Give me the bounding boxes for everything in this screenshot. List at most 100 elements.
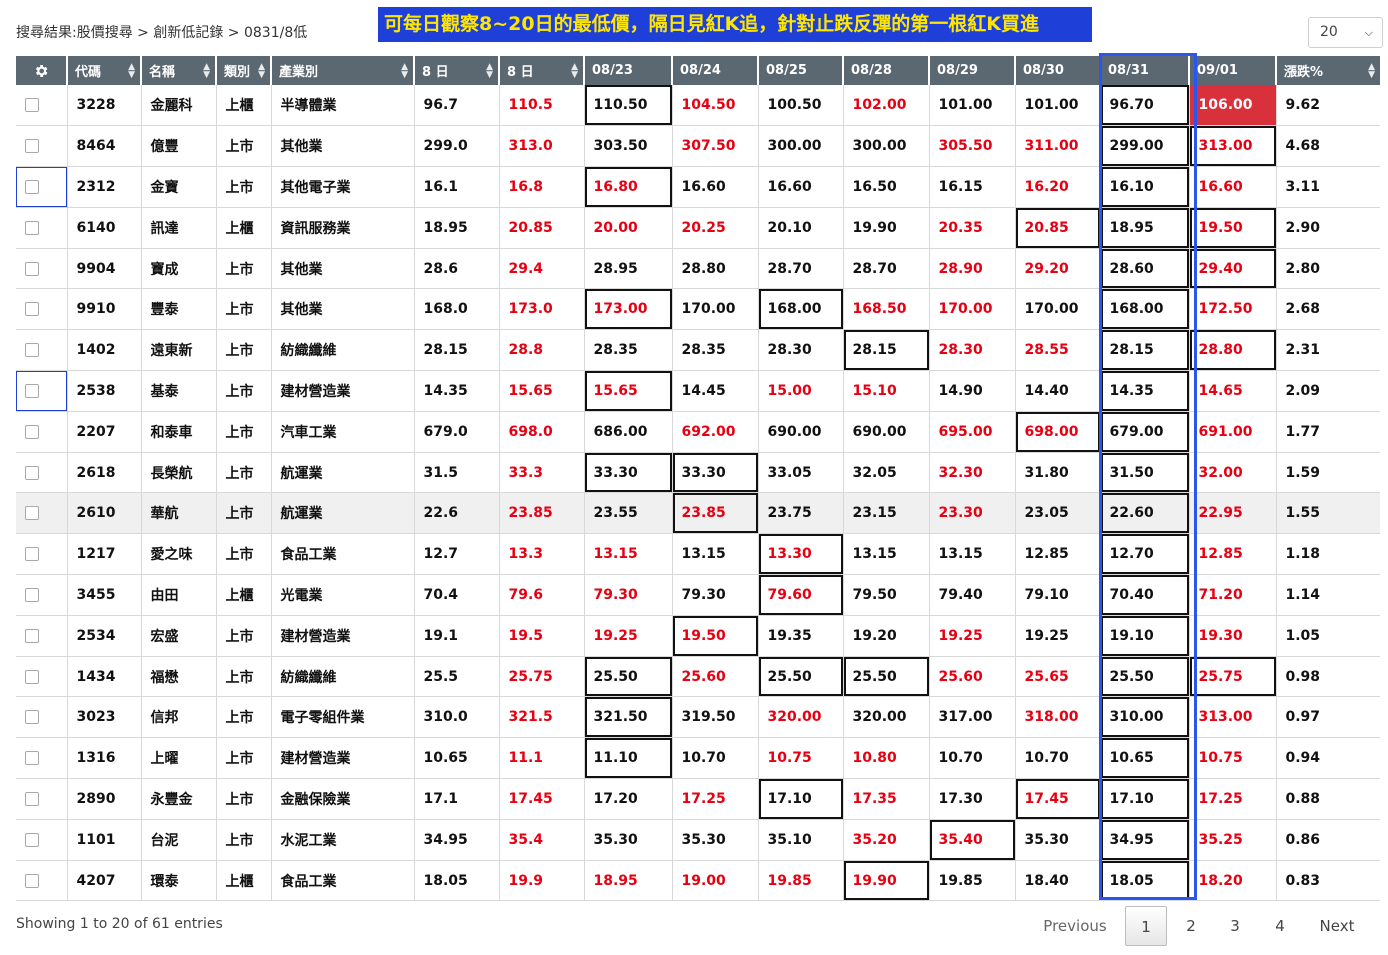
row-checkbox[interactable] — [25, 179, 39, 194]
industry-link[interactable]: 汽車工業 — [271, 411, 415, 453]
stock-code-link[interactable]: 3023 — [67, 696, 142, 739]
settings-header[interactable] — [16, 56, 68, 85]
row-select-cell[interactable] — [16, 329, 68, 372]
stock-code-link[interactable]: 1434 — [67, 656, 142, 698]
col-name[interactable]: 名稱 ▲ ▼ — [141, 56, 217, 85]
industry-link[interactable]: 建材營造業 — [271, 370, 415, 412]
industry-link[interactable]: 金融保險業 — [271, 778, 415, 820]
row-select-cell[interactable] — [16, 860, 68, 902]
col-change-pct[interactable]: 漲跌% ▲ ▼ — [1276, 56, 1380, 85]
row-checkbox[interactable] — [25, 465, 39, 480]
col-0831[interactable]: 08/31 — [1100, 56, 1190, 85]
row-select-cell[interactable] — [16, 615, 68, 657]
stock-code-link[interactable]: 9910 — [67, 288, 142, 331]
stock-code-link[interactable]: 3455 — [67, 574, 142, 616]
row-checkbox[interactable] — [25, 220, 39, 235]
row-checkbox[interactable] — [25, 791, 39, 806]
industry-link[interactable]: 其他業 — [271, 125, 415, 168]
stock-code-link[interactable]: 4207 — [67, 860, 142, 902]
page-size-select[interactable]: 20 ⌵ — [1308, 17, 1383, 48]
stock-code-link[interactable]: 2618 — [67, 452, 142, 494]
row-select-cell[interactable] — [16, 656, 68, 698]
industry-link[interactable]: 航運業 — [271, 492, 415, 535]
row-checkbox[interactable] — [25, 302, 39, 317]
row-checkbox[interactable] — [25, 832, 39, 847]
col-0823[interactable]: 08/23 — [584, 56, 673, 85]
stock-code-link[interactable]: 6140 — [67, 207, 142, 249]
industry-link[interactable]: 光電業 — [271, 574, 415, 616]
col-0901[interactable]: 09/01 — [1189, 56, 1277, 85]
industry-link[interactable]: 其他電子業 — [271, 166, 415, 208]
col-0824[interactable]: 08/24 — [672, 56, 759, 85]
row-checkbox[interactable] — [25, 261, 39, 276]
col-type[interactable]: 類別 ▲ ▼ — [216, 56, 272, 85]
stock-code-link[interactable]: 9904 — [67, 248, 142, 290]
row-checkbox[interactable] — [25, 873, 39, 888]
page-1-button[interactable]: 1 — [1125, 906, 1167, 946]
page-2-button[interactable]: 2 — [1186, 917, 1196, 935]
stock-code-link[interactable]: 2534 — [67, 615, 142, 657]
row-select-cell[interactable] — [16, 574, 68, 616]
industry-link[interactable]: 紡織纖維 — [271, 656, 415, 698]
row-checkbox[interactable] — [25, 98, 39, 113]
row-select-cell[interactable] — [16, 737, 68, 780]
row-checkbox[interactable] — [25, 424, 39, 439]
row-checkbox[interactable] — [25, 669, 39, 684]
stock-code-link[interactable]: 8464 — [67, 125, 142, 168]
col-0829[interactable]: 08/29 — [929, 56, 1016, 85]
stock-code-link[interactable]: 2312 — [67, 166, 142, 208]
industry-link[interactable]: 半導體業 — [271, 85, 415, 127]
industry-link[interactable]: 紡織纖維 — [271, 329, 415, 372]
row-checkbox[interactable] — [25, 628, 39, 643]
row-checkbox[interactable] — [25, 383, 39, 398]
previous-button[interactable]: Previous — [1043, 917, 1107, 935]
stock-code-link[interactable]: 3228 — [67, 85, 142, 127]
row-select-cell[interactable] — [16, 696, 68, 739]
stock-code-link[interactable]: 2890 — [67, 778, 142, 820]
row-select-cell[interactable] — [16, 778, 68, 820]
stock-code-link[interactable]: 1217 — [67, 533, 142, 576]
row-select-cell[interactable] — [16, 248, 68, 290]
col-industry[interactable]: 產業別 ▲ ▼ — [271, 56, 415, 85]
industry-link[interactable]: 食品工業 — [271, 860, 415, 902]
stock-code-link[interactable]: 1316 — [67, 737, 142, 780]
stock-code-link[interactable]: 2207 — [67, 411, 142, 453]
col-0825[interactable]: 08/25 — [758, 56, 844, 85]
industry-link[interactable]: 資訊服務業 — [271, 207, 415, 249]
row-select-cell[interactable] — [16, 533, 68, 576]
stock-code-link[interactable]: 1101 — [67, 819, 142, 861]
col-code[interactable]: 代碼 ▲ ▼ — [67, 56, 142, 85]
col-8day-low[interactable]: 8 日 ▲ ▼ — [414, 56, 500, 85]
industry-link[interactable]: 航運業 — [271, 452, 415, 494]
row-checkbox[interactable] — [25, 506, 39, 521]
row-select-cell[interactable] — [16, 85, 68, 127]
next-button[interactable]: Next — [1319, 917, 1355, 935]
col-0830[interactable]: 08/30 — [1015, 56, 1101, 85]
row-checkbox[interactable] — [25, 547, 39, 562]
row-select-cell[interactable] — [16, 452, 68, 494]
row-checkbox[interactable] — [25, 343, 39, 358]
row-select-cell[interactable] — [16, 125, 68, 168]
col-0828[interactable]: 08/28 — [843, 56, 930, 85]
page-3-button[interactable]: 3 — [1230, 917, 1240, 935]
industry-link[interactable]: 其他業 — [271, 288, 415, 331]
stock-code-link[interactable]: 2538 — [67, 370, 142, 412]
stock-code-link[interactable]: 2610 — [67, 492, 142, 535]
row-select-cell[interactable] — [16, 207, 68, 249]
row-checkbox[interactable] — [25, 139, 39, 154]
row-select-cell[interactable] — [16, 411, 68, 453]
industry-link[interactable]: 建材營造業 — [271, 615, 415, 657]
row-select-cell[interactable] — [16, 370, 68, 412]
industry-link[interactable]: 水泥工業 — [271, 819, 415, 861]
industry-link[interactable]: 電子零組件業 — [271, 696, 415, 739]
row-select-cell[interactable] — [16, 288, 68, 331]
industry-link[interactable]: 建材營造業 — [271, 737, 415, 780]
row-select-cell[interactable] — [16, 492, 68, 535]
row-checkbox[interactable] — [25, 587, 39, 602]
industry-link[interactable]: 其他業 — [271, 248, 415, 290]
row-select-cell[interactable] — [16, 819, 68, 861]
col-8day-high[interactable]: 8 日 ▲ ▼ — [499, 56, 585, 85]
industry-link[interactable]: 食品工業 — [271, 533, 415, 576]
page-4-button[interactable]: 4 — [1275, 917, 1285, 935]
row-checkbox[interactable] — [25, 710, 39, 725]
